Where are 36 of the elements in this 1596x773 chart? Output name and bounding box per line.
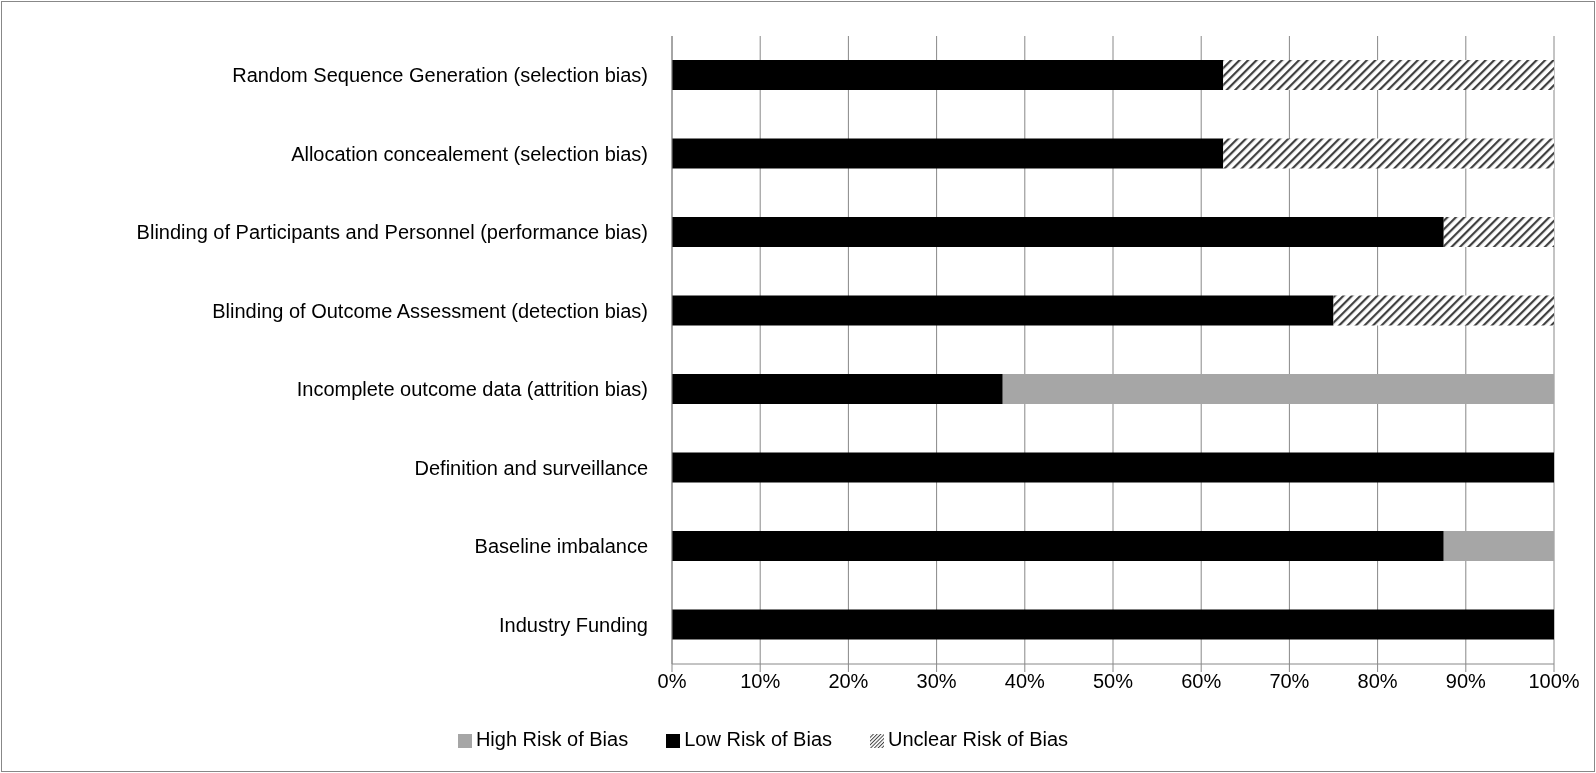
bar: [672, 295, 1334, 326]
x-tick-label: 40%: [1004, 670, 1046, 693]
x-tick-label: 90%: [1445, 670, 1487, 693]
legend-label: Unclear Risk of Bias: [888, 728, 1069, 750]
y-tick-label: Incomplete outcome data (attrition bias): [296, 378, 648, 401]
bar: [1333, 295, 1554, 326]
y-tick-label: Definition and surveillance: [414, 456, 648, 479]
bar: [672, 217, 1444, 247]
x-tick-label: 50%: [1092, 670, 1134, 693]
legend-label: High Risk of Bias: [475, 728, 629, 750]
bar: [672, 374, 1003, 404]
bar: [672, 531, 1444, 561]
x-tick-label: 70%: [1269, 670, 1310, 693]
y-tick-label: Baseline imbalance: [474, 535, 648, 558]
bar: [1223, 138, 1554, 169]
y-tick-label: Random Sequence Generation (selection bias): [232, 64, 648, 87]
legend-label: Low Risk of Bias: [684, 728, 833, 750]
x-tick-label: 30%: [916, 670, 957, 693]
y-tick-label: Allocation concealement (selection bias): [291, 142, 648, 165]
bar: [672, 609, 1554, 640]
y-tick-label: Industry Funding: [499, 613, 648, 636]
bar: [672, 138, 1224, 169]
bar: [672, 60, 1224, 90]
bar: [1443, 531, 1554, 561]
x-tick-label: 0%: [657, 670, 687, 693]
bar: [1443, 217, 1554, 247]
y-tick-label: Blinding of Participants and Personnel (performance bias): [136, 221, 648, 244]
x-tick-label: 100%: [1528, 670, 1580, 693]
x-tick-label: 20%: [828, 670, 869, 693]
y-tick-label: Blinding of Outcome Assessment (detection bias): [212, 299, 648, 322]
bar: [1223, 60, 1554, 90]
x-tick-label: 80%: [1357, 670, 1398, 693]
bar: [1002, 374, 1554, 404]
x-tick-label: 10%: [740, 670, 781, 693]
x-tick-label: 60%: [1181, 670, 1222, 693]
bar: [672, 452, 1554, 483]
